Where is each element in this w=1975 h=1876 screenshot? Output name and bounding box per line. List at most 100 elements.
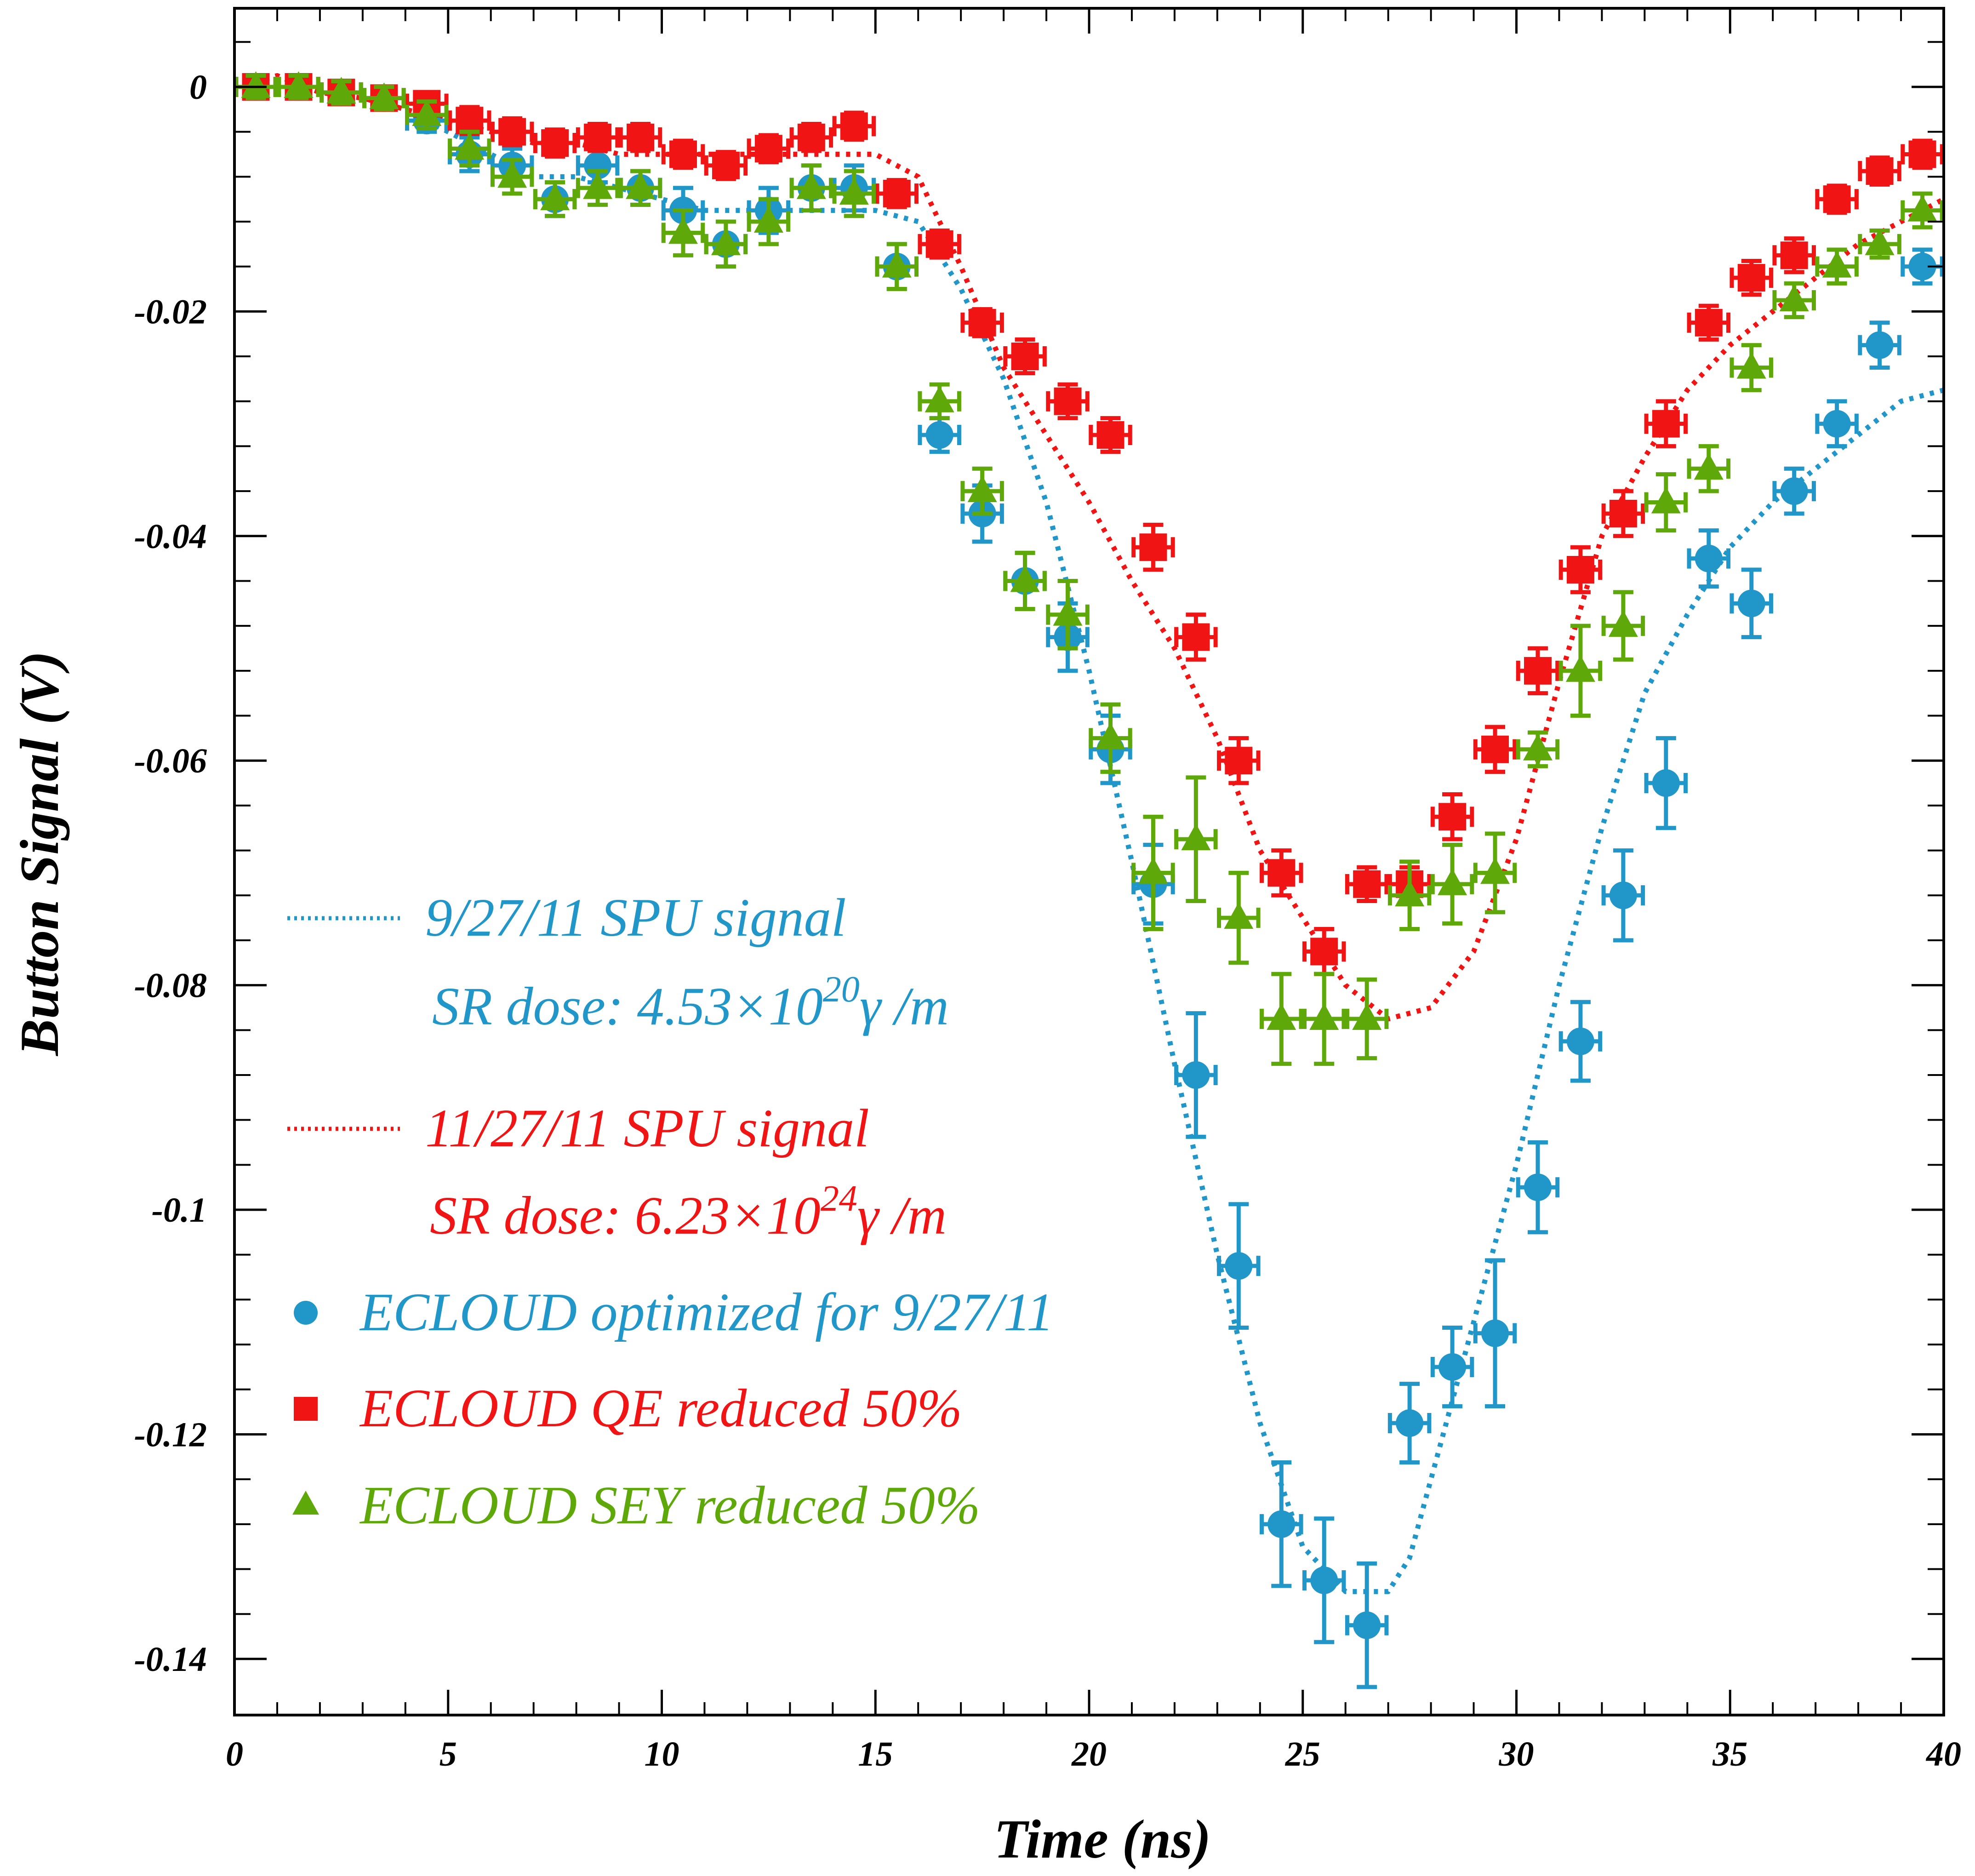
data-point-circle [1353,1611,1381,1639]
data-point-circle [1823,410,1851,438]
series-triangle-points [234,71,1944,1066]
y-tick-label: -0.12 [134,1415,207,1454]
legend: 9/27/11 SPU signal SR dose: 4.53×1020γ /… [287,887,1054,1535]
data-point-triangle [241,71,271,98]
data-point-triangle [1053,599,1083,626]
legend-label-spu-9-27: 9/27/11 SPU signal [425,887,846,948]
data-point-triangle [1010,565,1040,592]
y-tick-label: -0.14 [134,1640,207,1679]
x-tick-label: 30 [1499,1735,1534,1773]
data-point-triangle [1736,352,1766,379]
x-tick-label: 5 [440,1735,457,1773]
y-tick-label: -0.02 [134,292,207,331]
data-point-triangle [1779,284,1809,311]
data-point-triangle [1523,733,1553,761]
series-layer [234,71,1945,1689]
dose-suffix-11-27: γ /m [857,1185,947,1246]
data-point-square [712,151,740,179]
x-tick-label: 40 [1925,1735,1961,1773]
legend-triangle-marker [292,1491,319,1515]
data-point-square [840,112,868,140]
data-point-square [1823,185,1851,213]
legend-label-ecloud-qe: ECLOUD QE reduced 50% [359,1378,962,1438]
data-point-circle [1908,252,1936,280]
y-tick-label: -0.1 [152,1191,207,1230]
data-point-triangle [925,385,954,412]
data-point-square [1609,499,1637,527]
data-point-square [925,230,953,258]
data-point-triangle [1651,486,1681,514]
data-point-square [627,123,655,151]
data-point-square [1267,859,1296,887]
y-tick-label: -0.06 [134,742,207,780]
x-axis-title: Time (ns) [994,1808,1211,1870]
data-point-square [797,123,825,151]
data-point-triangle [583,172,613,199]
data-point-square [1481,735,1509,763]
data-point-triangle [1096,722,1125,749]
data-point-triangle [1608,610,1638,637]
data-point-square [968,309,996,337]
data-point-circle [1566,1027,1594,1055]
legend-dose-11-27: SR dose: 6.23×1024γ /m [430,1178,947,1246]
y-tick-label: -0.04 [134,517,207,556]
data-point-circle [1780,477,1808,505]
data-point-circle [1737,589,1765,618]
data-point-triangle [839,177,869,205]
data-point-square [754,135,782,163]
data-point-circle [1695,544,1723,572]
data-point-circle [1225,1252,1253,1280]
y-tick-label: -0.08 [134,967,207,1005]
x-tick-label: 20 [1071,1735,1107,1773]
data-point-triangle [711,228,741,255]
legend-circle-marker [294,1301,318,1325]
data-point-circle [1866,331,1894,359]
data-point-square [669,140,697,168]
data-point-triangle [1907,194,1937,222]
data-point-square [584,123,612,151]
data-point-circle [1524,1173,1552,1201]
data-point-square [883,179,911,207]
y-axis-title: Button Signal (V) [9,651,70,1057]
data-point-circle [1609,881,1637,909]
data-point-triangle [1865,228,1895,255]
data-point-square [1695,309,1723,337]
data-point-square [498,118,526,146]
x-tick-label: 15 [858,1735,893,1773]
data-point-triangle [1694,453,1724,480]
data-point-square [1780,241,1808,269]
data-point-square [1225,747,1253,775]
data-point-triangle [1822,251,1852,278]
data-point-circle [1481,1319,1509,1347]
data-point-triangle [967,475,997,503]
data-point-square [1353,870,1381,898]
y-tick-label: 0 [189,68,207,107]
data-point-triangle [1181,824,1211,851]
data-point-square [1524,657,1552,685]
data-point-triangle [1480,857,1510,884]
dose-suffix-9-27: γ /m [860,976,949,1036]
legend-dose-9-27: SR dose: 4.53×1020γ /m [432,969,949,1036]
data-point-triangle [412,99,442,126]
data-point-square [1652,410,1680,438]
data-point-square [1096,421,1124,449]
data-point-triangle [540,183,570,211]
data-point-triangle [668,217,698,244]
data-point-triangle [497,161,527,188]
data-point-triangle [1309,1003,1339,1030]
data-point-triangle [1565,655,1595,682]
data-point-circle [1438,1353,1467,1381]
dose-exponent-9-27: 20 [823,969,860,1010]
data-point-square [1182,623,1210,651]
data-point-square [1011,343,1039,371]
legend-label-ecloud-sey: ECLOUD SEY reduced 50% [359,1475,980,1535]
data-point-triangle [1438,868,1467,895]
data-point-triangle [326,77,356,104]
dose-prefix-9-27: SR dose: 4.53×10 [432,976,823,1036]
data-point-triangle [455,133,485,160]
data-point-triangle [626,172,656,199]
x-tick-label: 0 [226,1735,243,1773]
data-point-triangle [1267,1003,1296,1030]
